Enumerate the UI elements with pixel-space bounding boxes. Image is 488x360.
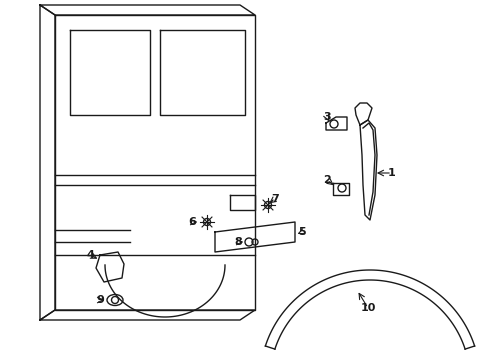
Text: 1: 1 [387, 168, 395, 178]
Text: 2: 2 [323, 175, 330, 185]
Text: 10: 10 [360, 303, 375, 313]
Text: 6: 6 [188, 217, 196, 227]
Text: 3: 3 [323, 112, 330, 122]
Text: 5: 5 [298, 227, 305, 237]
Text: 9: 9 [96, 295, 104, 305]
Text: 4: 4 [86, 250, 94, 260]
Text: 7: 7 [270, 194, 278, 204]
Text: 8: 8 [234, 237, 242, 247]
